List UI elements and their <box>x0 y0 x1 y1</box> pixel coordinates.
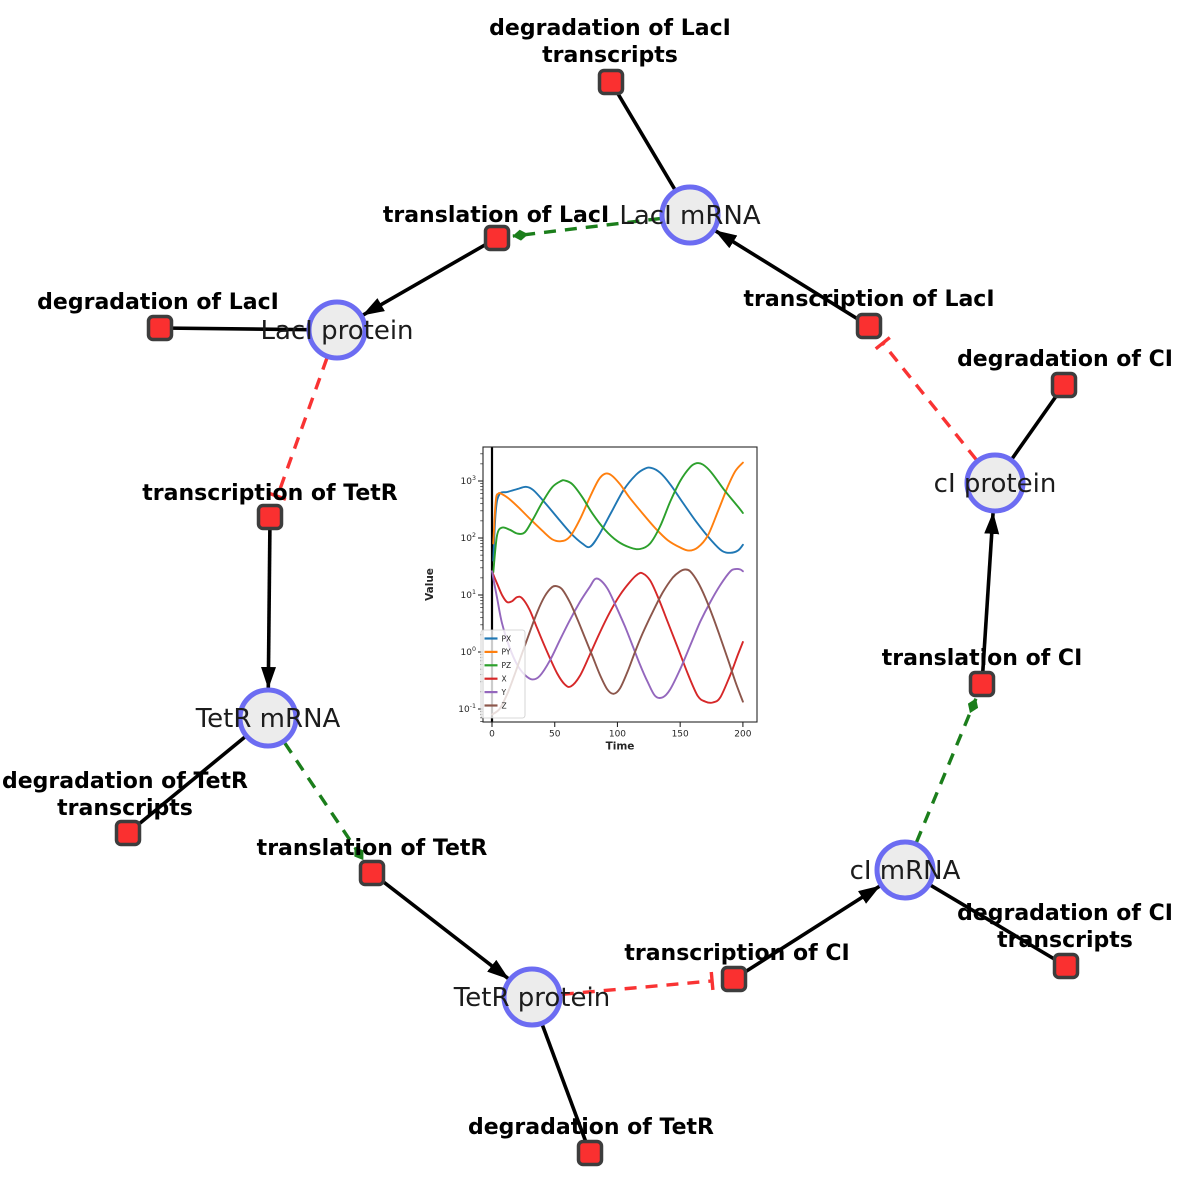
legend-label-X: X <box>502 675 507 684</box>
reaction-label-deg_tetr_tx: degradation of TetR transcripts <box>2 769 248 821</box>
chart-ylabel: Value <box>424 568 436 601</box>
reaction-label-tc_laci: transcription of LacI <box>743 287 994 312</box>
species-label-tetr_protein: TetR protein <box>453 983 610 1013</box>
chart-plot-frame <box>482 446 758 723</box>
y-tick-label: 102 <box>461 532 476 544</box>
edge-arrow-tc_tetr-tetr_mrna <box>261 516 277 690</box>
species-node-laci_protein[interactable] <box>306 299 368 361</box>
legend-label-PY: PY <box>502 648 511 657</box>
reaction-label-tl_tetr: translation of TetR <box>257 836 488 861</box>
reaction-node-tl_tetr[interactable] <box>358 859 386 887</box>
edge-inhibition-laci_protein-tc_tetr <box>268 357 329 501</box>
reaction-label-deg_laci_tx: degradation of LacI transcripts <box>489 16 731 68</box>
reaction-node-deg_laci[interactable] <box>146 314 174 342</box>
edge-activation-ci_mrna-tl_ci <box>914 698 979 843</box>
chart-series-Y <box>491 568 744 699</box>
chart-series-PZ <box>492 462 744 574</box>
species-label-ci_mrna: cI mRNA <box>850 856 961 886</box>
x-tick-label: 0 <box>489 730 495 740</box>
legend-label-Y: Y <box>501 688 507 697</box>
reaction-label-tc_tetr: transcription of TetR <box>142 481 398 506</box>
y-tick-label: 100 <box>461 646 476 658</box>
chart-series-PX <box>492 466 744 562</box>
reaction-label-deg_tetr: degradation of TetR <box>468 1115 714 1140</box>
reaction-node-tc_laci[interactable] <box>855 312 883 340</box>
reaction-node-deg_tetr[interactable] <box>576 1139 604 1167</box>
y-tick-label: 103 <box>461 475 476 487</box>
legend-label-Z: Z <box>502 701 507 710</box>
x-tick-label: 100 <box>609 730 626 740</box>
edge-arrow-tc_laci-laci_mrna <box>714 229 870 328</box>
species-node-tetr_mrna[interactable] <box>237 687 299 749</box>
edge-inhibition-tetr_protein-tc_ci <box>561 971 715 997</box>
reaction-node-deg_laci_tx[interactable] <box>597 68 625 96</box>
x-tick-label: 50 <box>549 730 561 740</box>
chart-series-Z <box>491 568 744 716</box>
reaction-node-deg_ci_tx[interactable] <box>1052 952 1080 980</box>
species-node-tetr_protein[interactable] <box>501 966 563 1028</box>
edge-inhibition-ci_protein-tc_laci <box>874 336 978 461</box>
x-tick-label: 150 <box>672 730 689 740</box>
reaction-label-deg_laci: degradation of LacI <box>37 290 279 315</box>
species-node-ci_mrna[interactable] <box>874 839 936 901</box>
reaction-label-deg_ci_tx: degradation of CI transcripts <box>957 901 1173 953</box>
species-label-laci_mrna: LacI mRNA <box>619 201 760 231</box>
edge-arrow-tl_tetr-tetr_protein <box>370 871 510 981</box>
reaction-label-deg_ci: degradation of CI <box>957 347 1173 372</box>
chart-legend: PX PY PZ XYZ <box>480 629 526 719</box>
x-tick-label: 200 <box>734 730 751 740</box>
reaction-node-tc_ci[interactable] <box>720 965 748 993</box>
edge-arrow-tc_ci-ci_mrna <box>733 884 881 981</box>
edge-activation-laci_mrna-tl_laci <box>512 216 661 241</box>
chart-xlabel: Time <box>606 741 635 753</box>
edge-plain-ci_mrna-deg_ci_tx <box>904 868 1067 968</box>
species-label-tetr_mrna: TetR mRNA <box>195 704 341 734</box>
reaction-label-tc_ci: transcription of CI <box>624 941 849 966</box>
y-tick-label: 10-1 <box>458 703 476 715</box>
edge-activation-tetr_mrna-tl_tetr <box>283 741 365 861</box>
legend-label-PZ: PZ <box>502 661 512 670</box>
reaction-node-tl_ci[interactable] <box>968 670 996 698</box>
edge-arrow-tl_laci-laci_protein <box>362 236 498 317</box>
reaction-label-tl_laci: translation of LacI <box>383 203 609 228</box>
species-label-laci_protein: LacI protein <box>260 316 413 346</box>
species-node-laci_mrna[interactable] <box>659 184 721 246</box>
chart-series-PY <box>492 461 744 552</box>
species-node-ci_protein[interactable] <box>964 452 1026 514</box>
reaction-node-tl_laci[interactable] <box>483 224 511 252</box>
labels-layer: LacI mRNA LacI protein cI protein TetR mRNA… <box>2 16 1173 1140</box>
species-label-ci_protein: cI protein <box>934 469 1057 499</box>
reaction-node-deg_ci[interactable] <box>1050 371 1078 399</box>
reaction-label-tl_ci: translation of CI <box>882 646 1083 671</box>
y-tick-label: 101 <box>461 589 476 601</box>
edge-arrow-tl_ci-ci_protein <box>980 511 1000 685</box>
reaction-node-tc_tetr[interactable] <box>256 503 284 531</box>
nodes-layer <box>114 68 1080 1167</box>
reaction-node-deg_tetr_tx[interactable] <box>114 819 142 847</box>
chart-series-X <box>491 570 744 704</box>
legend-label-PX: PX <box>502 634 512 643</box>
